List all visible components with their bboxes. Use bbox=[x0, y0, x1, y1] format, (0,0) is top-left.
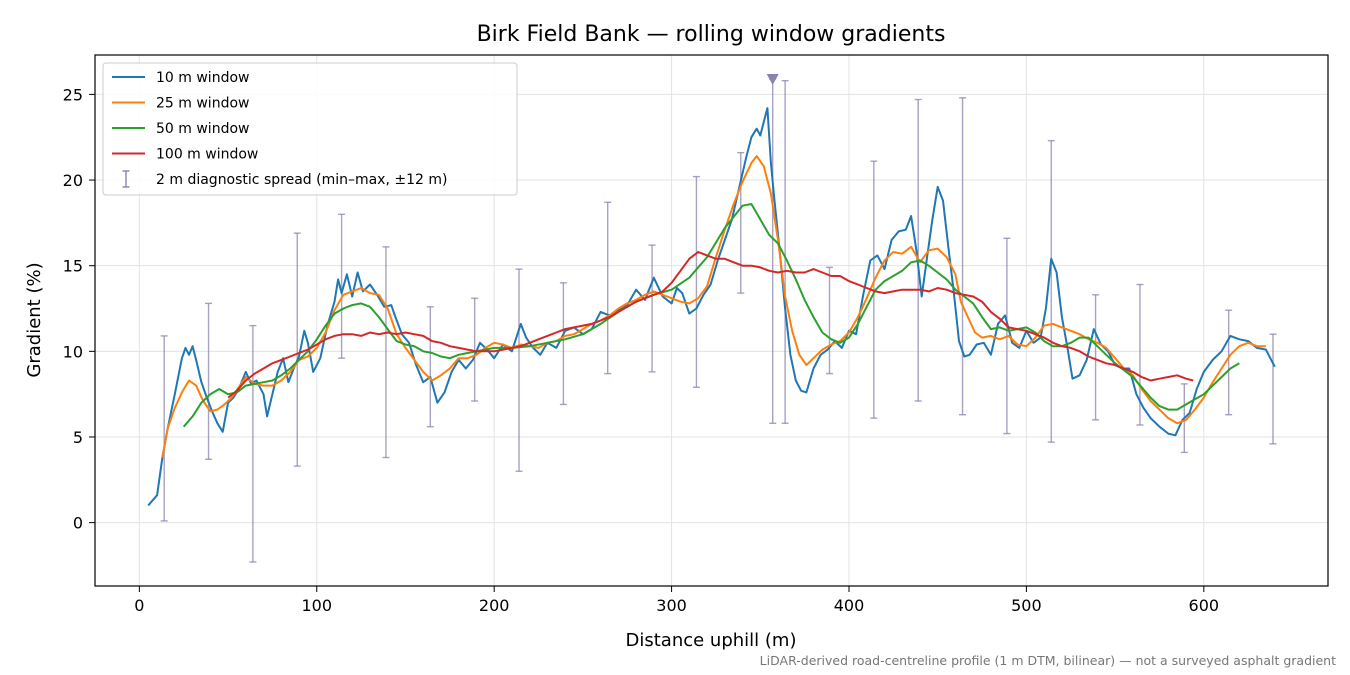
chart-title: Birk Field Bank — rolling window gradien… bbox=[477, 22, 946, 47]
chart-footnote: LiDAR-derived road-centreline profile (1… bbox=[760, 653, 1336, 668]
x-tick-label: 300 bbox=[656, 596, 687, 615]
spread-bar bbox=[515, 268, 523, 472]
legend-swatch-errorbar bbox=[122, 170, 130, 188]
spread-bar bbox=[959, 97, 967, 416]
legend-label: 2 m diagnostic spread (min–max, ±12 m) bbox=[156, 172, 447, 188]
series-lines bbox=[147, 107, 1276, 507]
legend: 10 m window 25 m window 50 m window 100 m w… bbox=[102, 62, 518, 196]
y-tick-label: 0 bbox=[73, 514, 83, 533]
x-axis-ticks: 0 100 200 300 400 500 600 bbox=[134, 586, 1219, 615]
spread-bar bbox=[293, 232, 301, 467]
y-tick-label: 10 bbox=[63, 342, 83, 361]
legend-label: 50 m window bbox=[156, 121, 249, 137]
peak-marker bbox=[766, 73, 779, 85]
y-tick-label: 20 bbox=[63, 171, 83, 190]
y-tick-label: 15 bbox=[63, 257, 83, 276]
x-axis-label: Distance uphill (m) bbox=[626, 630, 797, 651]
spread-bar bbox=[737, 151, 745, 294]
spread-bar bbox=[781, 79, 789, 424]
spread-bar bbox=[205, 302, 213, 460]
x-tick-label: 600 bbox=[1189, 596, 1220, 615]
series-line-50-m-window bbox=[182, 203, 1240, 428]
legend-label: 10 m window bbox=[156, 70, 249, 86]
y-axis-label: Gradient (%) bbox=[24, 262, 45, 377]
spread-bar bbox=[825, 266, 833, 375]
legend-label: 100 m window bbox=[156, 147, 258, 163]
legend-label: 25 m window bbox=[156, 96, 249, 112]
x-tick-label: 200 bbox=[479, 596, 510, 615]
x-tick-label: 0 bbox=[134, 596, 144, 615]
y-axis-ticks: 0 5 10 15 20 25 bbox=[63, 85, 95, 533]
spread-bar bbox=[160, 335, 168, 522]
legend-box bbox=[102, 62, 518, 196]
plot-frame bbox=[94, 54, 1329, 587]
spread-bar bbox=[648, 244, 656, 373]
x-tick-label: 400 bbox=[834, 596, 865, 615]
x-tick-label: 100 bbox=[301, 596, 332, 615]
spread-bar bbox=[769, 78, 777, 424]
peak-marker-group bbox=[766, 73, 779, 85]
spread-bar bbox=[1269, 333, 1277, 445]
spread-bar bbox=[1047, 139, 1055, 443]
spread-bar bbox=[382, 246, 390, 459]
spread-bar bbox=[604, 201, 612, 375]
spread-bar bbox=[1092, 294, 1100, 421]
spread-bar bbox=[1225, 309, 1233, 416]
spread-bar bbox=[559, 282, 567, 406]
spread-bar bbox=[471, 297, 479, 402]
spread-bar bbox=[249, 324, 257, 563]
spread-bar bbox=[426, 306, 434, 428]
series-line-10-m-window bbox=[147, 107, 1276, 507]
y-tick-label: 5 bbox=[73, 428, 83, 447]
y-tick-label: 25 bbox=[63, 85, 83, 104]
series-line-25-m-window bbox=[161, 155, 1266, 458]
x-tick-label: 500 bbox=[1011, 596, 1042, 615]
spread-bar bbox=[692, 175, 700, 389]
series-line-100-m-window bbox=[227, 251, 1194, 399]
spread-bar bbox=[914, 98, 922, 402]
diagnostic-spread-bars bbox=[160, 78, 1277, 563]
